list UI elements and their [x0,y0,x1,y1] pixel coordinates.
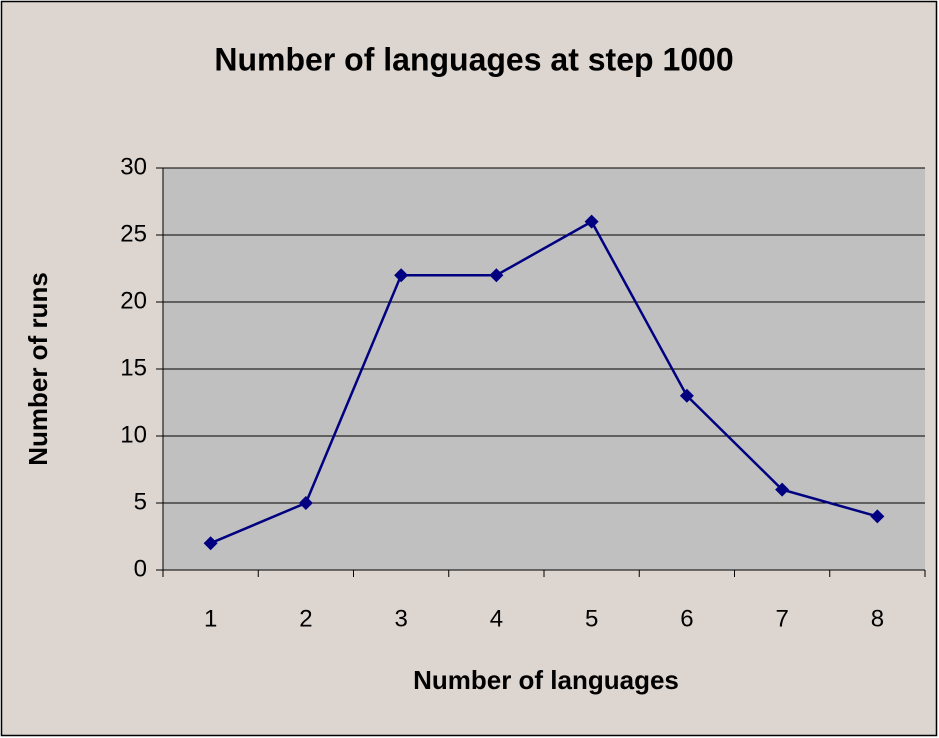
y-tick-label: 10 [120,421,147,448]
x-tick-label: 7 [775,605,788,632]
y-tick-label: 25 [120,220,147,247]
x-axis-label: Number of languages [413,665,679,695]
y-tick-label: 30 [120,153,147,180]
x-tick-label: 4 [490,605,503,632]
x-tick-label: 2 [299,605,312,632]
x-tick-label: 5 [585,605,598,632]
y-tick-label: 20 [120,287,147,314]
data-line [210,219,878,545]
x-tick-label: 6 [680,605,693,632]
data-point [203,536,218,551]
data-point [584,214,599,229]
y-tick-label: 15 [120,354,147,381]
data-point [394,268,409,283]
x-tick-label: 3 [394,605,407,632]
y-tick-label: 5 [134,488,147,515]
y-tick-label: 0 [134,555,147,582]
chart-title: Number of languages at step 1000 [214,41,733,77]
data-point [489,268,504,283]
data-point [679,388,694,403]
x-tick-label: 8 [871,605,884,632]
x-tick-label: 1 [204,605,217,632]
y-axis-label: Number of runs [23,272,53,466]
data-point [775,482,790,497]
data-point [298,496,313,510]
data-point [870,509,885,524]
